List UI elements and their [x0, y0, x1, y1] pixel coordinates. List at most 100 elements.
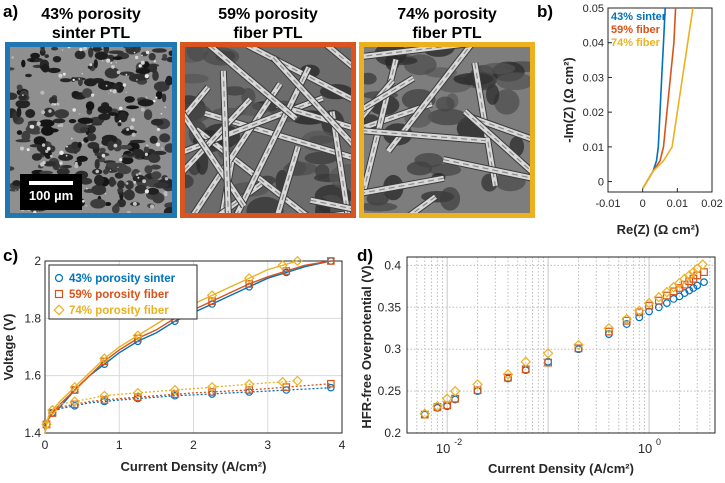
pore	[163, 207, 172, 213]
x-axis-label: Current Density (A/cm²)	[121, 459, 267, 474]
y-tick-label: 0.3	[384, 342, 401, 356]
fiber-core	[221, 183, 262, 213]
pore	[47, 67, 61, 74]
pore	[99, 147, 106, 153]
pore	[84, 78, 97, 87]
pore	[151, 171, 162, 180]
grain	[78, 78, 80, 80]
fiber-core	[185, 97, 323, 152]
legend-entry: 43% sinter	[611, 11, 667, 23]
grain	[126, 210, 131, 213]
grain	[83, 47, 87, 51]
grain	[133, 51, 136, 54]
pore	[107, 140, 115, 151]
grain	[141, 54, 143, 57]
hfr-free-point	[99, 390, 110, 401]
pore	[48, 96, 58, 105]
pore	[143, 146, 150, 154]
pore	[161, 57, 168, 61]
grain	[20, 146, 24, 151]
legend-entry: 59% fiber	[611, 24, 661, 36]
pore	[124, 96, 135, 103]
data-point	[621, 313, 632, 325]
ptl-title-fiber74-line1: 74% porosity	[397, 6, 497, 23]
data-point	[244, 273, 255, 284]
x-tick-label: 1	[116, 438, 123, 452]
grain	[142, 179, 147, 184]
scale-bar-label: 100 µm	[28, 188, 74, 203]
data-point	[700, 278, 708, 287]
grain	[112, 89, 117, 94]
pore	[164, 143, 172, 153]
grain	[119, 106, 123, 111]
grain	[156, 142, 160, 147]
pore	[152, 192, 165, 204]
data-point	[683, 270, 695, 281]
pore	[58, 153, 74, 161]
legend-box	[48, 264, 198, 320]
grain	[45, 149, 49, 153]
pore	[123, 189, 135, 201]
pore	[78, 78, 83, 87]
pore	[117, 122, 122, 127]
shadow	[366, 192, 389, 206]
pore	[54, 109, 69, 119]
ptl-title-fiber59: 59% porosity fiber PTL	[180, 5, 356, 43]
grain	[29, 125, 33, 129]
fiber	[364, 101, 433, 130]
pore	[117, 180, 125, 189]
fiber	[329, 111, 351, 213]
grain	[110, 62, 113, 64]
pore	[87, 133, 97, 142]
hfr-free-line	[44, 387, 331, 434]
grain	[117, 166, 119, 168]
pore	[76, 155, 88, 162]
pore	[91, 122, 103, 126]
hfr-free-point	[171, 390, 179, 399]
pore	[29, 144, 42, 148]
series-line	[44, 260, 332, 434]
hfr-free-point	[208, 388, 216, 396]
pore	[10, 67, 15, 71]
grain	[41, 143, 46, 147]
ptl-title-sinter: 43% porosity sinter PTL	[5, 5, 177, 43]
pore	[144, 165, 153, 174]
pore	[41, 125, 54, 136]
pore	[31, 153, 42, 161]
pore	[150, 63, 158, 73]
grain	[115, 61, 117, 64]
fiber	[364, 78, 395, 119]
legend-entry: 74% fiber	[611, 37, 661, 49]
grain	[59, 123, 64, 127]
shadow	[315, 164, 330, 180]
data-point	[292, 255, 303, 267]
fiber-core	[272, 57, 351, 144]
data-point	[700, 268, 708, 276]
data-point	[661, 286, 673, 298]
x-tick-label: -0.01	[595, 198, 620, 210]
fiber-core	[387, 47, 470, 152]
grain	[72, 78, 75, 82]
grain	[145, 96, 148, 99]
data-point	[99, 353, 110, 364]
grain	[67, 47, 71, 49]
pore	[104, 67, 120, 79]
grain	[125, 182, 129, 185]
pore	[115, 203, 120, 207]
pore	[143, 109, 153, 121]
grain	[109, 89, 112, 92]
grain	[11, 56, 14, 59]
grain	[79, 47, 83, 52]
fiber59-micrograph	[185, 47, 351, 213]
pore	[117, 165, 132, 175]
y-axis-label: HFR-free Overpotential (V)	[359, 265, 374, 428]
grain	[95, 169, 99, 174]
data-point	[449, 385, 461, 397]
grain	[153, 60, 156, 63]
fiber-core	[443, 158, 530, 179]
grain	[119, 120, 122, 123]
fiber-core	[210, 47, 297, 120]
y-tick-label: 0.4	[384, 258, 401, 272]
pore	[29, 58, 35, 63]
grain	[71, 137, 73, 140]
